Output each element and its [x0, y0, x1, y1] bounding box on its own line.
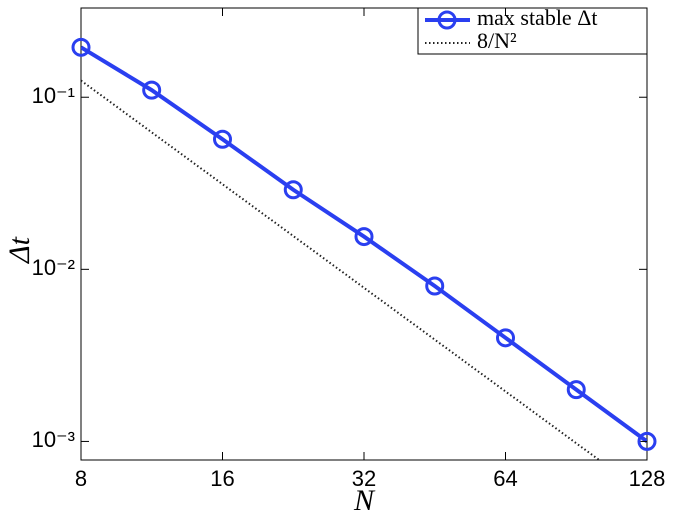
y-tick-label: 10⁻¹ — [32, 83, 75, 108]
y-tick-label: 10⁻³ — [32, 427, 75, 452]
x-tick-label: 128 — [629, 466, 666, 491]
data-point — [425, 276, 445, 296]
data-point — [496, 328, 515, 348]
data-point — [213, 129, 232, 149]
legend-label: 8/N² — [477, 28, 517, 53]
y-axis-label: Δt — [3, 236, 36, 264]
x-tick-label: 64 — [493, 466, 517, 491]
legend-marker — [437, 10, 457, 30]
plot-area — [80, 7, 648, 461]
series-line — [81, 79, 601, 460]
data-point — [566, 380, 586, 400]
data-point — [142, 80, 162, 100]
legend-label: max stable Δt — [477, 5, 597, 30]
series-line — [81, 45, 647, 444]
x-tick-label: 32 — [352, 466, 376, 491]
x-axis-label: N — [353, 484, 376, 517]
x-tick-label: 8 — [75, 466, 87, 491]
data-point — [283, 180, 303, 200]
data-point — [354, 227, 374, 247]
legend-box — [417, 7, 648, 55]
plot-lines — [81, 45, 647, 460]
y-tick-label: 10⁻² — [32, 255, 75, 280]
x-tick-label: 16 — [210, 466, 234, 491]
data-point — [71, 37, 91, 57]
data-point — [637, 431, 657, 451]
